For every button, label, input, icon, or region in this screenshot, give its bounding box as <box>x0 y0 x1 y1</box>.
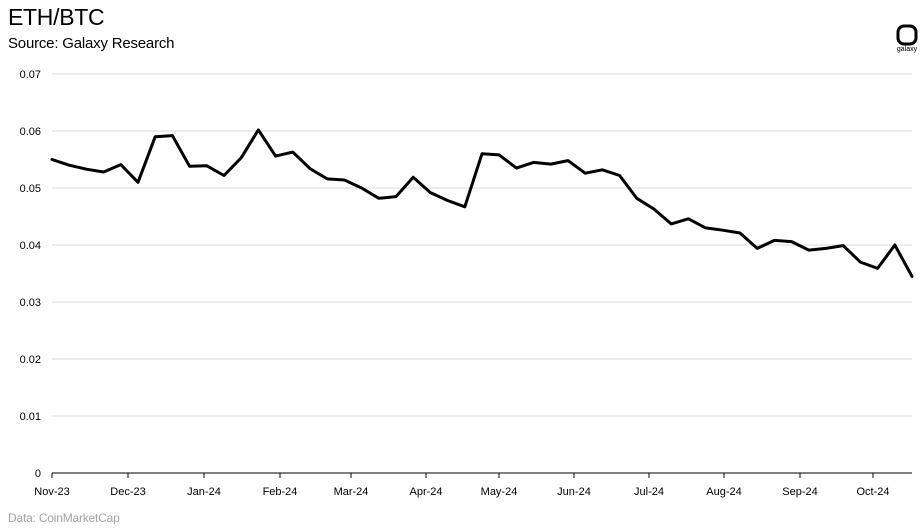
x-axis-ticks: Nov-23 Dec-23 Jan-24 Feb-24 Mar-24 Apr-24 May-… <box>34 473 890 498</box>
x-tick-label: Aug-24 <box>706 486 741 498</box>
x-tick-label: Mar-24 <box>334 486 369 498</box>
x-tick-label: Dec-23 <box>110 486 145 498</box>
x-tick-label: Nov-23 <box>34 486 69 498</box>
grid-lines <box>52 73 912 417</box>
chart-subtitle: Source: Galaxy Research <box>8 35 175 52</box>
y-tick-label: 0.06 <box>20 126 41 138</box>
x-tick-label: May-24 <box>481 486 518 498</box>
y-tick-label: 0.01 <box>20 411 41 423</box>
x-tick-label: Sep-24 <box>782 486 817 498</box>
series-layer <box>50 128 914 278</box>
y-tick-label: 0 <box>35 468 41 480</box>
data-source-note: Data: CoinMarketCap <box>8 511 120 525</box>
chart-title: ETH/BTC <box>8 4 105 30</box>
x-tick-label: Jan-24 <box>187 486 221 498</box>
x-tick-label: Jun-24 <box>557 486 591 498</box>
y-tick-label: 0.05 <box>20 183 41 195</box>
x-tick-label: Jul-24 <box>634 486 664 498</box>
y-tick-label: 0.02 <box>20 354 41 366</box>
y-tick-label: 0.03 <box>20 297 41 309</box>
series-line <box>50 128 914 278</box>
x-tick-label: Feb-24 <box>263 486 298 498</box>
logo-text: galaxy <box>896 46 918 53</box>
galaxy-logo-icon <box>896 24 918 46</box>
x-tick-label: Apr-24 <box>409 486 442 498</box>
y-axis-ticks: 0 0.01 0.02 0.03 0.04 0.05 0.06 0.07 <box>20 69 41 480</box>
y-tick-label: 0.07 <box>20 69 41 81</box>
x-tick-label: Oct-24 <box>856 486 889 498</box>
y-tick-label: 0.04 <box>20 240 41 252</box>
